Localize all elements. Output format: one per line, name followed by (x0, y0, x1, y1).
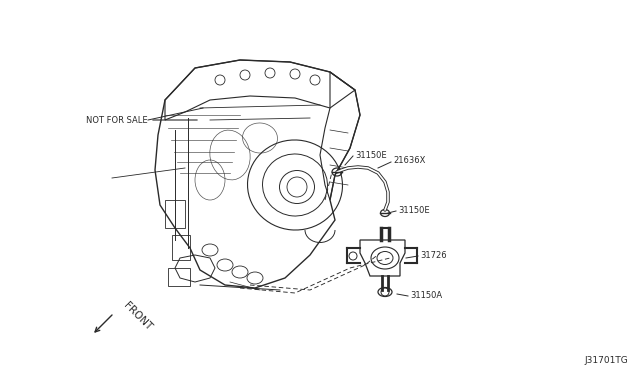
Text: 31726: 31726 (420, 250, 447, 260)
Text: 31150A: 31150A (410, 291, 442, 299)
Text: NOT FOR SALE: NOT FOR SALE (86, 115, 148, 125)
Text: 21636X: 21636X (393, 155, 426, 164)
Text: 31150E: 31150E (398, 205, 429, 215)
Text: 31150E: 31150E (355, 151, 387, 160)
Text: J31701TG: J31701TG (584, 356, 628, 365)
Text: FRONT: FRONT (122, 300, 154, 332)
